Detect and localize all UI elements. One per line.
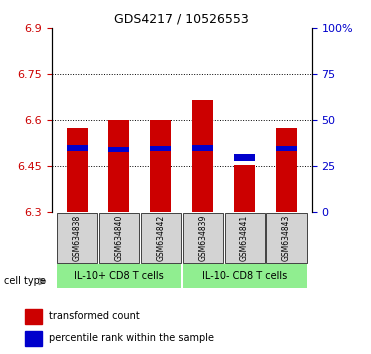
Bar — [276, 128, 297, 212]
Text: cell type: cell type — [4, 276, 46, 286]
Text: IL-10+ CD8 T cells: IL-10+ CD8 T cells — [74, 271, 164, 281]
Bar — [141, 213, 181, 263]
Bar — [224, 213, 265, 263]
Bar — [67, 128, 88, 212]
Bar — [57, 264, 181, 288]
Text: GSM634842: GSM634842 — [156, 215, 165, 261]
Bar — [150, 146, 171, 152]
Bar — [108, 120, 129, 212]
Text: IL-10- CD8 T cells: IL-10- CD8 T cells — [202, 271, 287, 281]
Text: GSM634839: GSM634839 — [198, 215, 207, 261]
Bar — [234, 165, 255, 212]
Bar — [25, 331, 42, 346]
Bar — [276, 146, 297, 152]
Text: percentile rank within the sample: percentile rank within the sample — [49, 333, 214, 343]
Bar — [150, 120, 171, 212]
Bar — [99, 213, 139, 263]
Bar — [183, 264, 306, 288]
Bar — [266, 213, 306, 263]
Text: GSM634838: GSM634838 — [73, 215, 82, 261]
Bar — [183, 213, 223, 263]
Bar — [57, 213, 97, 263]
Text: transformed count: transformed count — [49, 312, 139, 321]
Bar — [108, 147, 129, 152]
Bar — [192, 145, 213, 151]
Bar — [234, 154, 255, 161]
Bar — [192, 101, 213, 212]
Text: GSM634843: GSM634843 — [282, 215, 291, 261]
Text: GSM634841: GSM634841 — [240, 215, 249, 261]
Bar — [67, 145, 88, 151]
Bar — [25, 309, 42, 324]
Title: GDS4217 / 10526553: GDS4217 / 10526553 — [114, 13, 249, 26]
Text: GSM634840: GSM634840 — [115, 215, 124, 261]
